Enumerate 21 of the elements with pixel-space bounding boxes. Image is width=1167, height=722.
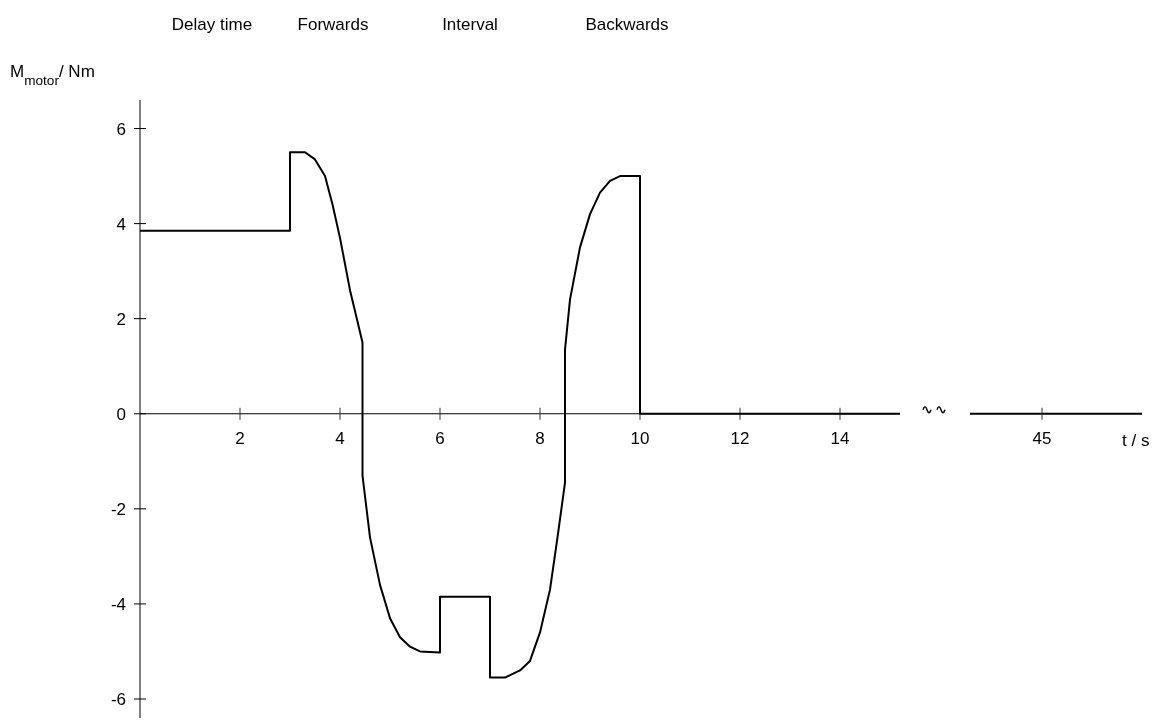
text: Backwards	[585, 15, 669, 34]
y-tick-label: 0	[116, 404, 126, 424]
text: Interval	[442, 15, 498, 34]
text: Delay time	[171, 15, 253, 34]
x-tick-label: 10	[630, 428, 650, 448]
y-tick-label: 4	[116, 214, 126, 234]
y-tick-label: 6	[116, 119, 126, 139]
x-tick-label: 6	[435, 428, 445, 448]
x-tick-label: 4	[335, 428, 345, 448]
y-tick-label: -6	[110, 689, 126, 709]
y-tick-label: 2	[116, 309, 126, 329]
y-tick-label: -4	[110, 594, 126, 614]
y-axis-title: M$_{motor}$/ Nm	[10, 62, 95, 88]
x-tick-label: 12	[730, 428, 750, 448]
text: 45	[1032, 428, 1052, 448]
x-tick-label: 14	[830, 428, 850, 448]
x-tick-label: 2	[235, 428, 245, 448]
y-tick-label: -2	[110, 499, 126, 519]
text: t / s	[1122, 430, 1150, 450]
x-tick-label: 8	[535, 428, 545, 448]
text: Forwards	[297, 15, 369, 34]
